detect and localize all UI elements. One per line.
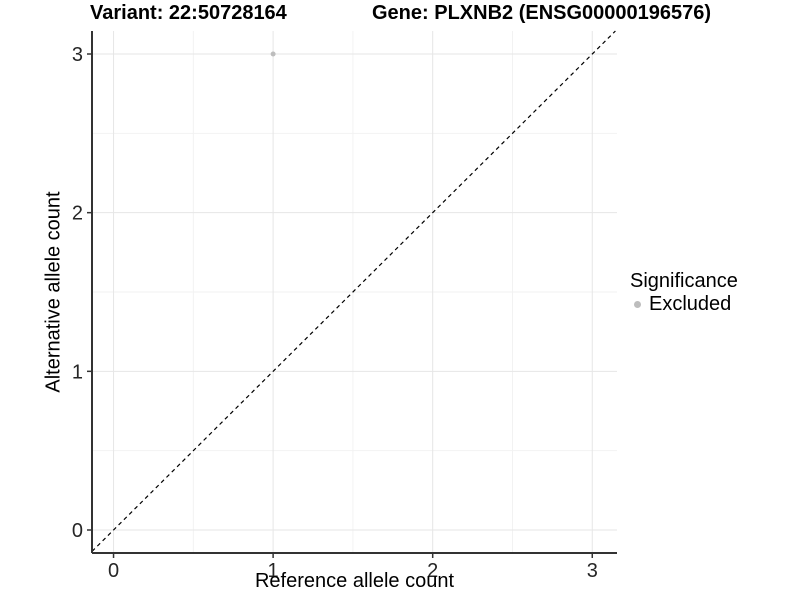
legend: Significance Excluded <box>630 269 738 315</box>
legend-title: Significance <box>630 270 738 292</box>
x-axis-title: Reference allele count <box>254 570 454 592</box>
y-tick-label: 0 <box>72 520 83 542</box>
y-tick-label: 1 <box>72 361 83 383</box>
legend-entry: Excluded <box>630 293 738 315</box>
legend-entries: Excluded <box>630 293 738 315</box>
variant-title: Variant: 22:50728164 <box>90 2 287 24</box>
x-tick-label: 3 <box>587 560 598 582</box>
y-axis-title: Alternative allele count <box>42 191 65 393</box>
gene-title: Gene: PLXNB2 (ENSG00000196576) <box>372 2 712 24</box>
legend-key-dot <box>634 300 641 308</box>
legend-entry-label: Excluded <box>649 292 732 315</box>
x-tick-label: 1 <box>268 560 279 582</box>
y-tick-label: 3 <box>72 44 83 66</box>
data-point <box>270 51 276 57</box>
x-tick-label: 2 <box>427 560 438 582</box>
identity-dashed-line <box>91 30 616 552</box>
x-tick-label: 0 <box>108 560 119 582</box>
y-tick-label: 2 <box>72 203 83 225</box>
